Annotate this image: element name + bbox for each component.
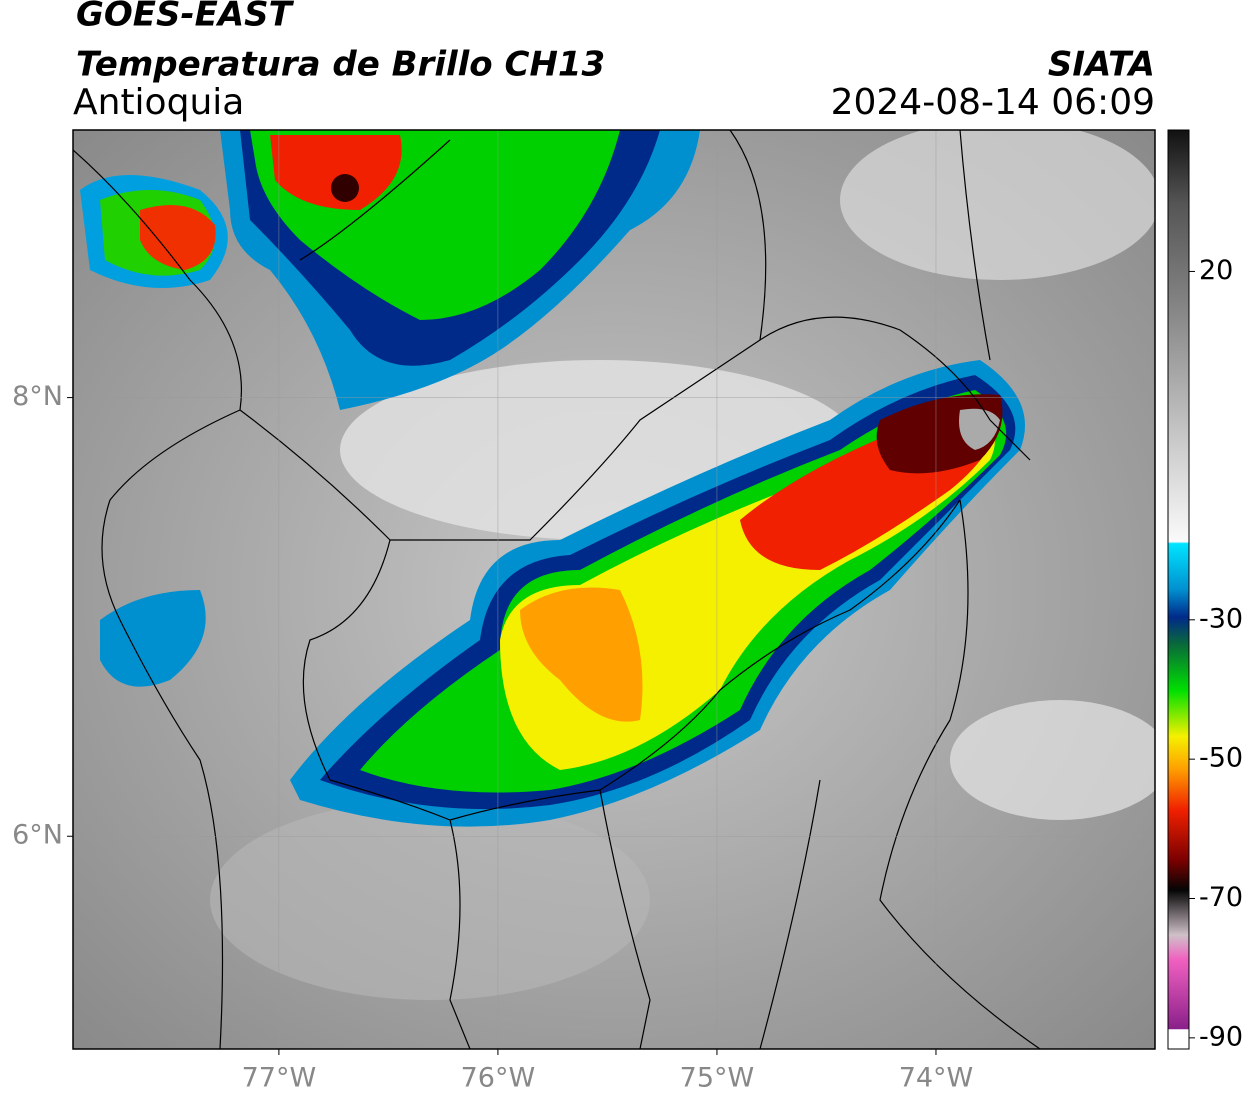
y-tick-label: 6°N (12, 820, 63, 851)
colorbar-tick-label: 20 (1199, 255, 1233, 286)
x-tick-label: 77°W (242, 1063, 317, 1094)
x-tick-label: 74°W (899, 1063, 974, 1094)
colorbar-tick-label: -50 (1199, 743, 1243, 774)
map-image (73, 130, 1155, 1049)
map-frame (72, 129, 1156, 1050)
satellite: GOES-EAST (76, 0, 295, 35)
region: Antioquia (73, 82, 244, 123)
source: SIATA (1048, 45, 1155, 85)
x-tick-label: 76°W (461, 1063, 536, 1094)
datetime: 2024-08-14 06:09 (831, 82, 1155, 123)
colorbar-tick-label: -90 (1199, 1021, 1243, 1052)
grid (73, 130, 1155, 1049)
product: Temperatura de Brillo CH13 (76, 45, 605, 85)
y-tick-label: 8°N (12, 381, 63, 412)
colorbar-tick-label: -70 (1199, 882, 1243, 913)
x-tick-label: 75°W (680, 1063, 755, 1094)
colorbar-tick-label: -30 (1199, 603, 1243, 634)
colorbar (1167, 129, 1190, 1050)
